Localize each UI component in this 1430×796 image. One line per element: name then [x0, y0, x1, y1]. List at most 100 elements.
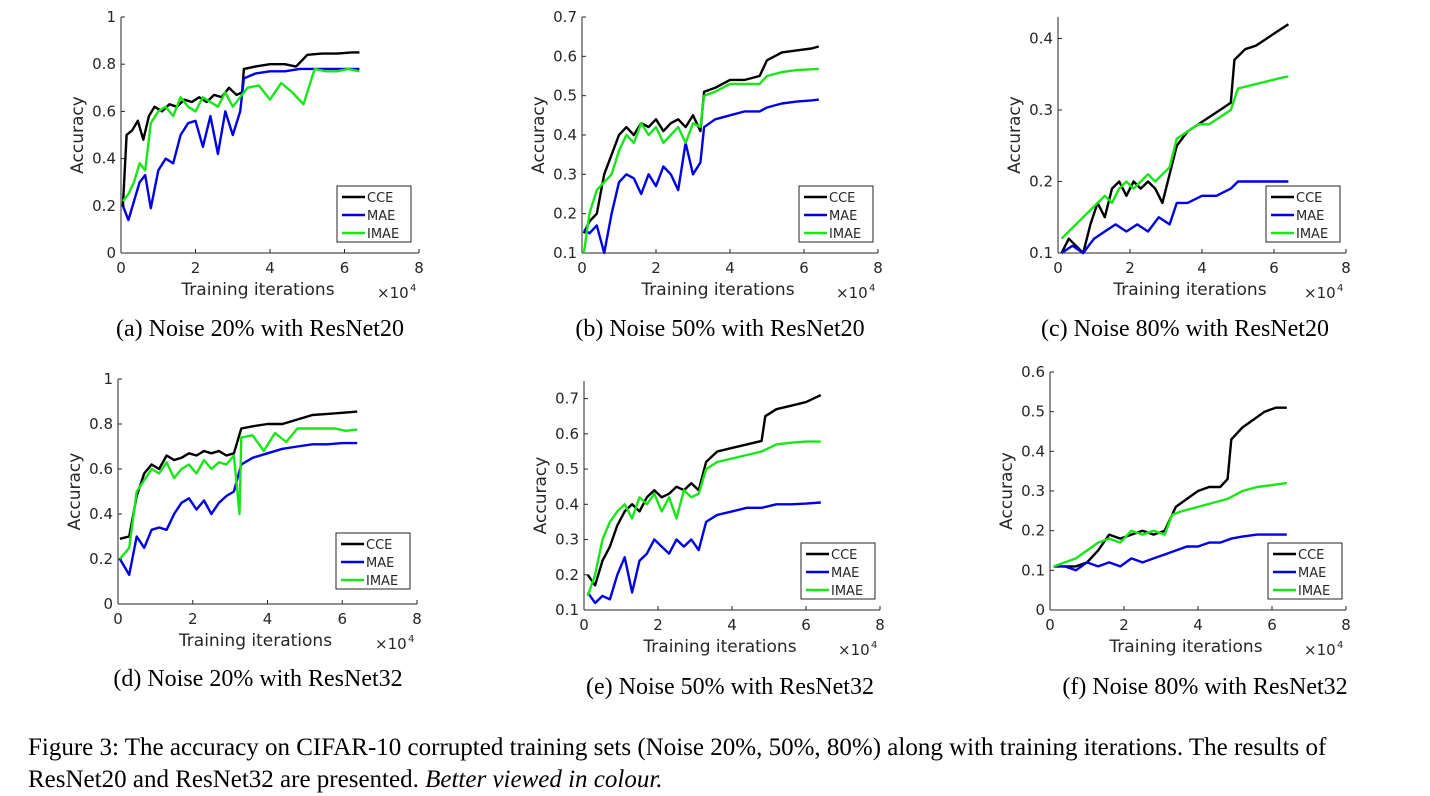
x-tick-label-e-1: 2: [653, 616, 663, 634]
y-tick-label-d-4: 0.8: [89, 415, 113, 433]
x-tick-label-d-0: 0: [113, 610, 123, 628]
series-line-cce-e: [586, 394, 822, 587]
y-tick-label-e-3: 0.4: [555, 495, 579, 513]
legend-label-cce-d: CCE: [366, 538, 392, 553]
x-axis-label-e: Training iterations: [642, 637, 796, 657]
x-tick-label-c-0: 0: [1053, 259, 1063, 277]
legend-label-cce-f: CCE: [1298, 548, 1324, 563]
legend-label-mae-c: MAE: [1296, 209, 1324, 224]
y-tick-label-e-2: 0.3: [555, 531, 579, 549]
y-tick-label-e-1: 0.2: [555, 566, 579, 584]
legend-label-mae-a: MAE: [367, 209, 395, 224]
y-tick-label-c-0: 0.1: [1029, 244, 1053, 262]
x-tick-label-b-2: 4: [725, 259, 735, 277]
x-tick-label-d-4: 8: [412, 610, 422, 628]
y-axis-label-a: Accuracy: [68, 96, 88, 174]
y-tick-label-d-1: 0.2: [89, 550, 113, 568]
y-axis-label-b: Accuracy: [529, 96, 549, 174]
series-line-cce-b: [582, 45, 820, 234]
x-tick-label-e-0: 0: [579, 616, 589, 634]
x-scale-exponent-e: 4: [871, 640, 877, 651]
y-tick-label-f-1: 0.1: [1021, 561, 1045, 579]
y-tick-label-c-1: 0.2: [1029, 172, 1053, 190]
subcaption-e: (e) Noise 50% with ResNet32: [586, 674, 874, 700]
y-tick-label-a-5: 1: [106, 8, 116, 26]
legend-label-cce-a: CCE: [367, 191, 393, 206]
y-tick-label-d-3: 0.6: [89, 460, 113, 478]
y-tick-label-b-5: 0.6: [553, 47, 577, 65]
x-tick-label-e-3: 6: [801, 616, 811, 634]
x-tick-label-b-1: 2: [651, 259, 661, 277]
subcaption-f: (f) Noise 80% with ResNet32: [1062, 674, 1348, 700]
y-tick-label-e-6: 0.7: [555, 390, 579, 408]
y-tick-label-a-1: 0.2: [92, 197, 116, 215]
legend-label-mae-f: MAE: [1298, 566, 1326, 581]
x-tick-label-a-0: 0: [116, 259, 126, 277]
y-axis-label-d: Accuracy: [65, 453, 85, 531]
x-tick-label-a-1: 2: [191, 259, 201, 277]
x-axis-label-a: Training iterations: [180, 280, 334, 300]
series-line-cce-d: [119, 410, 358, 540]
x-tick-label-b-3: 6: [799, 259, 809, 277]
y-tick-label-f-5: 0.5: [1021, 403, 1045, 421]
y-tick-label-c-3: 0.4: [1029, 29, 1053, 47]
x-tick-label-b-4: 8: [873, 259, 883, 277]
series-line-imae-e: [586, 440, 821, 597]
x-scale-label-c: ×10: [1304, 284, 1336, 302]
series-line-imae-c: [1060, 75, 1289, 240]
series-line-mae-f: [1053, 533, 1287, 572]
series-line-cce-c: [1060, 23, 1290, 255]
legend-label-imae-a: IMAE: [367, 227, 399, 242]
series-line-mae-e: [586, 501, 821, 605]
x-scale-label-a: ×10: [377, 284, 409, 302]
x-tick-label-c-3: 6: [1269, 259, 1279, 277]
x-scale-label-e: ×10: [838, 641, 870, 659]
y-tick-label-e-0: 0.1: [555, 601, 579, 619]
y-tick-label-e-4: 0.5: [555, 460, 579, 478]
series-line-imae-a: [121, 67, 360, 202]
y-axis-label-f: Accuracy: [997, 452, 1017, 530]
legend-label-cce-c: CCE: [1296, 191, 1322, 206]
y-tick-label-c-2: 0.3: [1029, 101, 1053, 119]
legend-label-imae-f: IMAE: [1298, 584, 1330, 599]
series-line-imae-d: [118, 427, 358, 560]
y-tick-label-b-3: 0.4: [553, 126, 577, 144]
series-line-mae-c: [1060, 180, 1289, 255]
series-line-mae-a: [121, 67, 360, 222]
x-scale-label-b: ×10: [836, 284, 868, 302]
y-tick-label-b-6: 0.7: [553, 8, 577, 26]
x-scale-label-d: ×10: [375, 635, 407, 653]
x-tick-label-c-1: 2: [1125, 259, 1135, 277]
x-axis-label-f: Training iterations: [1108, 637, 1262, 657]
x-tick-label-f-0: 0: [1045, 616, 1055, 634]
y-tick-label-a-0: 0: [106, 244, 116, 262]
x-tick-label-c-4: 8: [1341, 259, 1351, 277]
x-scale-exponent-d: 4: [408, 634, 414, 645]
series-line-imae-b: [582, 67, 819, 254]
x-tick-label-a-3: 6: [340, 259, 350, 277]
series-line-cce-a: [121, 51, 360, 206]
y-axis-label-e: Accuracy: [531, 457, 551, 535]
legend-label-cce-e: CCE: [831, 548, 857, 563]
x-tick-label-b-0: 0: [577, 259, 587, 277]
x-scale-exponent-c: 4: [1337, 283, 1343, 294]
figure-caption-main: Figure 3: The accuracy on CIFAR-10 corru…: [28, 734, 1327, 793]
x-tick-label-e-4: 8: [875, 616, 885, 634]
x-tick-label-f-1: 2: [1119, 616, 1129, 634]
y-tick-label-f-6: 0.6: [1021, 363, 1045, 381]
y-tick-label-f-0: 0: [1035, 601, 1045, 619]
y-tick-label-d-5: 1: [103, 370, 113, 388]
legend-label-cce-b: CCE: [829, 191, 855, 206]
y-tick-label-f-4: 0.4: [1021, 442, 1045, 460]
y-tick-label-f-3: 0.3: [1021, 482, 1045, 500]
legend-label-imae-d: IMAE: [366, 574, 398, 589]
x-tick-label-d-1: 2: [188, 610, 198, 628]
subcaption-a: (a) Noise 20% with ResNet20: [116, 316, 404, 342]
